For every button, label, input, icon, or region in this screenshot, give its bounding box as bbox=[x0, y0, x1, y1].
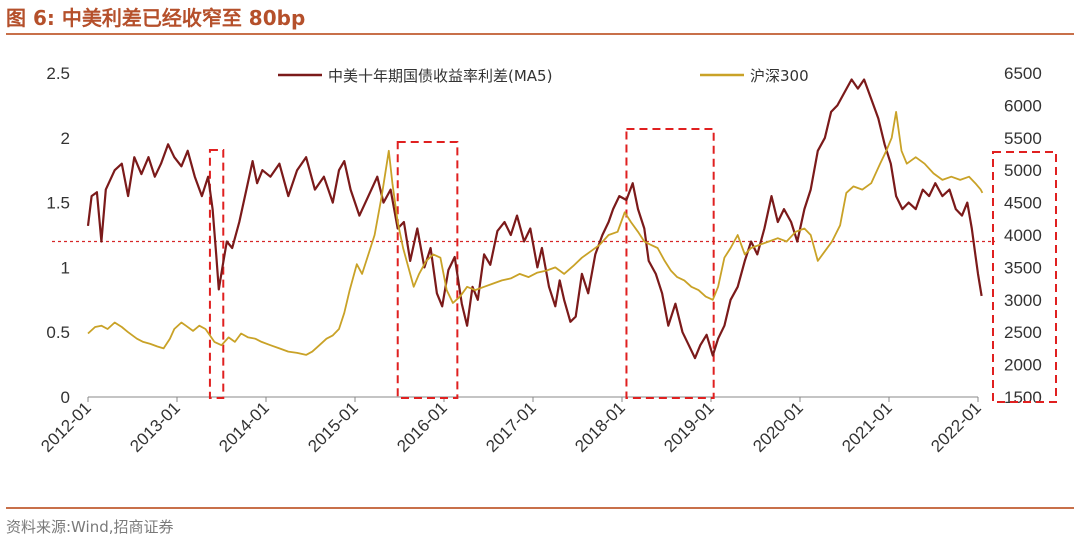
x-tick-label: 2018-01 bbox=[571, 398, 629, 456]
highlight-box bbox=[625, 128, 715, 399]
y-right-tick-label: 5500 bbox=[1004, 129, 1042, 148]
top-divider bbox=[6, 33, 1074, 35]
x-tick-label: 2022-01 bbox=[927, 398, 985, 456]
figure-title: 图 6: 中美利差已经收窄至 80bp bbox=[6, 6, 306, 30]
y-left-tick-label: 2 bbox=[61, 129, 70, 148]
x-tick-label: 2019-01 bbox=[660, 398, 718, 456]
highlight-box bbox=[992, 151, 1057, 403]
csi300-line bbox=[87, 111, 984, 356]
y-right-tick-label: 1500 bbox=[1004, 388, 1042, 407]
spread-ma5-line bbox=[86, 78, 983, 360]
highlight-box bbox=[208, 149, 225, 399]
x-tick-label: 2014-01 bbox=[215, 398, 273, 456]
x-tick-label: 2020-01 bbox=[749, 398, 807, 456]
y-right-tick-label: 6500 bbox=[1004, 64, 1042, 83]
y-left-tick-label: 0 bbox=[61, 388, 70, 407]
y-left-tick-label: 1 bbox=[61, 258, 70, 277]
chart-canvas: 2012-01 2013-01 2014-01 2015-01 2016-01 2017-… bbox=[37, 64, 1057, 456]
x-tick-label: 2016-01 bbox=[393, 398, 451, 456]
y-right-tick-label: 6000 bbox=[1004, 96, 1042, 115]
y-right-tick-label: 3000 bbox=[1004, 291, 1042, 310]
x-tick-label: 2017-01 bbox=[482, 398, 540, 456]
y-left-tick-label: 1.5 bbox=[46, 194, 70, 213]
x-tick-label: 2015-01 bbox=[304, 398, 362, 456]
y-right-tick-label: 2500 bbox=[1004, 323, 1042, 342]
legend: 中美十年期国债收益率利差(MA5) 沪深300 bbox=[278, 67, 809, 85]
y-right-tick-label: 3500 bbox=[1004, 258, 1042, 277]
x-tick-label: 2012-01 bbox=[37, 398, 95, 456]
y-right-tick-label: 4000 bbox=[1004, 226, 1042, 245]
y-right-tick-label: 5000 bbox=[1004, 161, 1042, 180]
series-layer bbox=[86, 78, 984, 360]
y-right-tick-label: 4500 bbox=[1004, 194, 1042, 213]
y-left-tick-label: 0.5 bbox=[46, 323, 70, 342]
y-right-tick-label: 2000 bbox=[1004, 356, 1042, 375]
bottom-divider bbox=[6, 507, 1074, 509]
legend-label-csi300: 沪深300 bbox=[750, 67, 809, 85]
y-left-tick-label: 2.5 bbox=[46, 64, 70, 83]
highlight-boxes bbox=[208, 128, 1057, 403]
legend-label-spread: 中美十年期国债收益率利差(MA5) bbox=[328, 67, 552, 85]
source-note: 资料来源:Wind,招商证券 bbox=[6, 518, 174, 536]
x-tick-label: 2021-01 bbox=[838, 398, 896, 456]
x-tick-label: 2013-01 bbox=[126, 398, 184, 456]
